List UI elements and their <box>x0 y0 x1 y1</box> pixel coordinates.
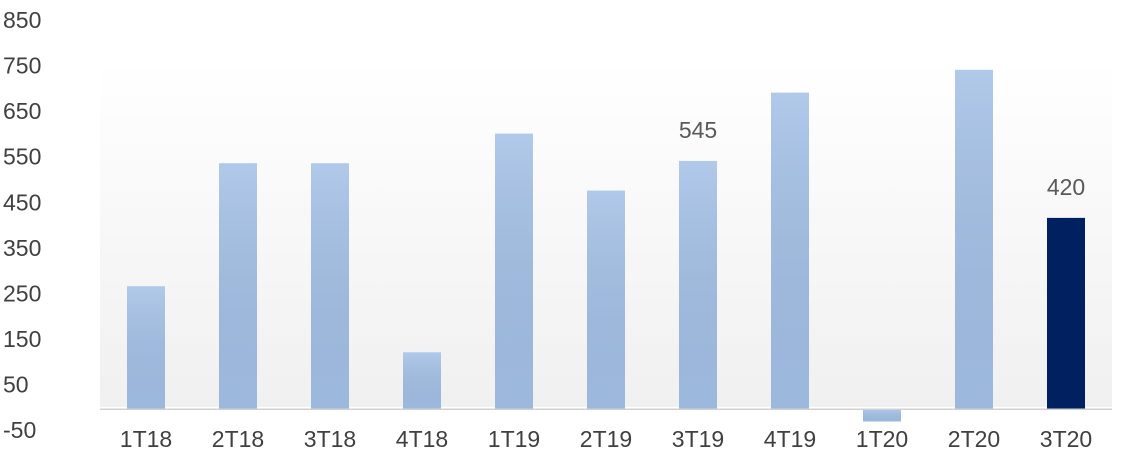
x-tick-label: 2T20 <box>948 426 1000 452</box>
bar-shade <box>771 92 809 410</box>
x-tick-label: 4T19 <box>764 426 816 452</box>
bar-shade <box>219 163 257 410</box>
x-tick-label: 1T20 <box>856 426 908 452</box>
bar-shade <box>679 160 717 410</box>
y-tick-label: 550 <box>3 144 41 170</box>
bar-shade <box>403 352 441 410</box>
bar-shade <box>495 133 533 410</box>
y-tick-label: 150 <box>3 326 41 352</box>
data-label: 420 <box>1047 174 1085 200</box>
x-tick-label: 3T18 <box>304 426 356 452</box>
y-tick-label: 850 <box>3 7 41 33</box>
x-tick-label: 1T19 <box>488 426 540 452</box>
bar <box>1047 217 1085 410</box>
data-label: 545 <box>679 117 717 143</box>
bar-shade <box>127 286 165 410</box>
y-tick-label: 250 <box>3 280 41 306</box>
bar-shade <box>587 190 625 410</box>
y-tick-label: 50 <box>3 372 29 398</box>
x-tick-label: 3T19 <box>672 426 724 452</box>
y-tick-label: 750 <box>3 53 41 79</box>
x-tick-label: 4T18 <box>396 426 448 452</box>
y-tick-label: 350 <box>3 235 41 261</box>
y-tick-label: 650 <box>3 98 41 124</box>
bar-shade <box>311 163 349 410</box>
x-tick-label: 1T18 <box>120 426 172 452</box>
x-tick-label: 2T19 <box>580 426 632 452</box>
bar-shade <box>955 69 993 410</box>
x-tick-label: 3T20 <box>1040 426 1092 452</box>
x-tick-label: 2T18 <box>212 426 264 452</box>
y-tick-label: -50 <box>3 417 36 443</box>
bar-shade <box>863 409 901 422</box>
y-tick-label: 450 <box>3 189 41 215</box>
